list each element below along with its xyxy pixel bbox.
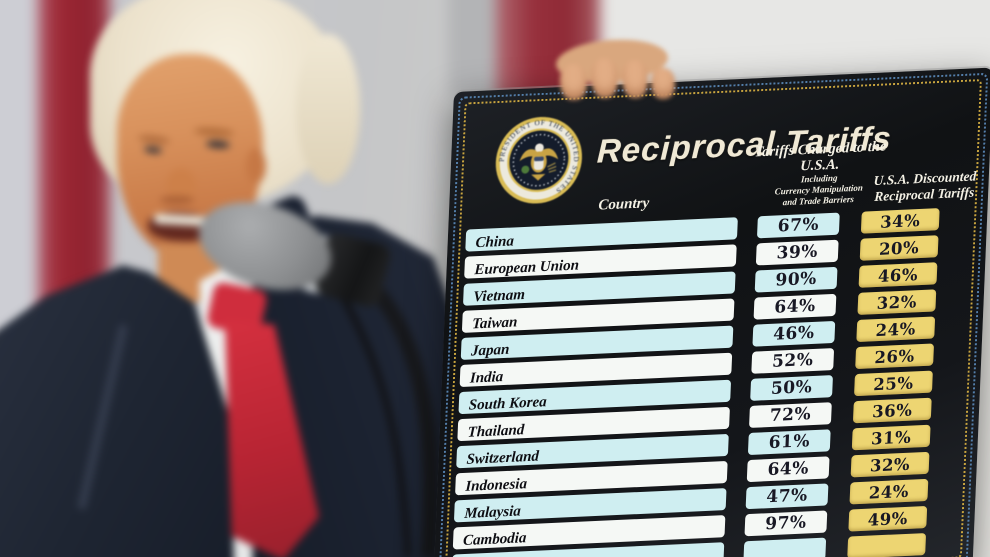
background-band (448, 0, 498, 95)
flag-white-stripe (0, 0, 38, 335)
suit-jacket (0, 265, 235, 557)
finger (650, 67, 676, 100)
finger (589, 57, 620, 99)
presidential-seal-icon: PRESIDENT OF THE UNITED STATES (493, 114, 585, 206)
eagle-icon (519, 143, 559, 181)
speaker-hair (296, 34, 360, 184)
reciprocal-tariffs-board: PRESIDENT OF THE UNITED STATES Reciproca… (432, 67, 990, 557)
speaker-ear (246, 148, 266, 184)
speaker-nose (160, 196, 194, 204)
finger (559, 63, 588, 101)
finger (621, 59, 649, 99)
